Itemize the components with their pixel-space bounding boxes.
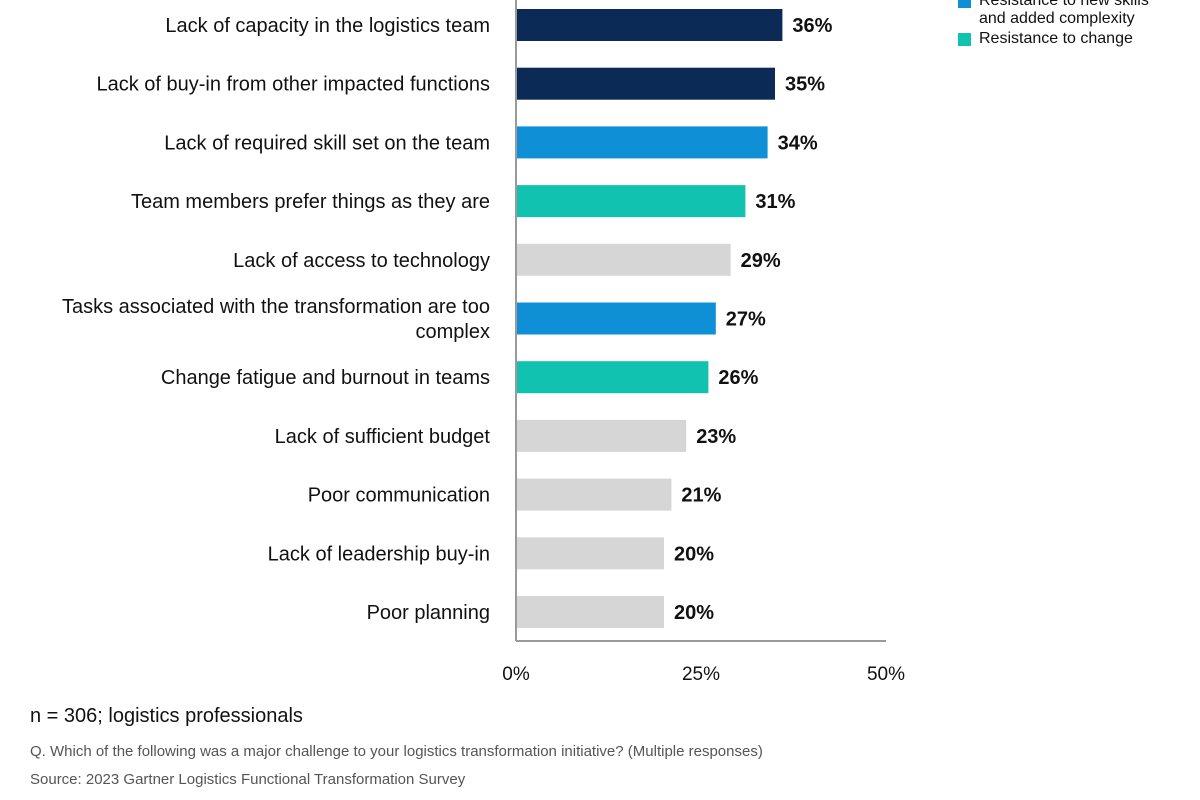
value-label-10: 20%: [674, 602, 714, 624]
category-label-5-line-0: Tasks associated with the transformation…: [62, 296, 490, 318]
legend-item-blue: Resistance to new skills and added compl…: [958, 0, 1198, 28]
category-label-7: Lack of sufficient budget: [275, 426, 491, 448]
x-tick-label-1: 25%: [682, 664, 720, 685]
survey-question: Q. Which of the following was a major ch…: [30, 743, 763, 760]
x-tick-label-2: 50%: [867, 664, 905, 685]
value-label-6: 26%: [718, 367, 758, 389]
sample-note: n = 306; logistics professionals: [30, 705, 303, 727]
value-label-3: 31%: [755, 191, 795, 213]
category-label-1: Lack of buy-in from other impacted funct…: [96, 74, 490, 96]
legend-label-blue: Resistance to new skills and added compl…: [979, 0, 1149, 28]
category-label-9: Lack of leadership buy-in: [268, 543, 490, 565]
category-label-0: Lack of capacity in the logistics team: [165, 15, 490, 37]
legend-label-blue-line-2: and added complexity: [979, 10, 1135, 27]
bar-7: [517, 419, 687, 452]
value-label-7: 23%: [696, 426, 736, 448]
legend-item-teal: Resistance to change: [958, 30, 1198, 48]
bar-0: [517, 9, 783, 41]
bar-4: [517, 243, 731, 276]
value-label-1: 35%: [785, 74, 825, 96]
legend-label-blue-line-1: Resistance to new skills: [979, 0, 1149, 9]
bar-8: [517, 478, 672, 511]
category-label-8: Poor communication: [308, 485, 490, 507]
legend: Resistance to new skills and added compl…: [958, 0, 1198, 50]
bar-2: [517, 126, 768, 159]
value-label-0: 36%: [792, 15, 832, 37]
category-label-10: Poor planning: [367, 602, 490, 624]
legend-swatch-blue: [958, 0, 971, 8]
legend-label-teal-line-1: Resistance to change: [979, 30, 1133, 47]
bar-5: [517, 302, 716, 335]
bar-3: [517, 185, 746, 218]
category-label-5-line-1: complex: [416, 321, 490, 343]
value-label-5: 27%: [726, 309, 766, 331]
category-label-2: Lack of required skill set on the team: [164, 132, 490, 154]
legend-swatch-teal: [958, 33, 971, 46]
bar-9: [517, 537, 664, 570]
source-note: Source: 2023 Gartner Logistics Functiona…: [30, 771, 466, 788]
category-label-6: Change fatigue and burnout in teams: [161, 367, 490, 389]
bar-6: [517, 361, 709, 394]
x-tick-label-0: 0%: [502, 664, 530, 685]
value-label-8: 21%: [681, 485, 721, 507]
bar-10: [517, 596, 664, 628]
value-label-4: 29%: [741, 250, 781, 272]
bar-1: [517, 67, 775, 100]
category-label-3: Team members prefer things as they are: [131, 191, 490, 213]
value-label-9: 20%: [674, 543, 714, 565]
category-label-4: Lack of access to technology: [233, 250, 490, 272]
value-label-2: 34%: [778, 132, 818, 154]
legend-label-teal: Resistance to change: [979, 30, 1133, 48]
